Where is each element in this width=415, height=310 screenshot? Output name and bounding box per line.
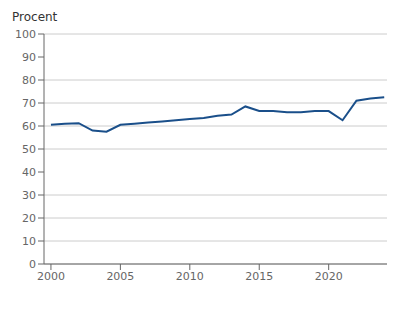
svg-text:90: 90	[22, 51, 36, 64]
svg-text:50: 50	[22, 143, 36, 156]
svg-text:60: 60	[22, 120, 36, 133]
svg-text:2000: 2000	[37, 270, 65, 283]
svg-text:2015: 2015	[245, 270, 273, 283]
svg-text:40: 40	[22, 166, 36, 179]
svg-text:10: 10	[22, 235, 36, 248]
svg-text:2020: 2020	[315, 270, 343, 283]
svg-text:20: 20	[22, 212, 36, 225]
svg-text:70: 70	[22, 97, 36, 110]
svg-text:80: 80	[22, 74, 36, 87]
svg-text:0: 0	[29, 258, 36, 271]
svg-text:2010: 2010	[176, 270, 204, 283]
svg-text:2005: 2005	[106, 270, 134, 283]
svg-text:30: 30	[22, 189, 36, 202]
html-text:Procent: Procent	[12, 10, 58, 24]
svg-text:100: 100	[15, 28, 36, 41]
